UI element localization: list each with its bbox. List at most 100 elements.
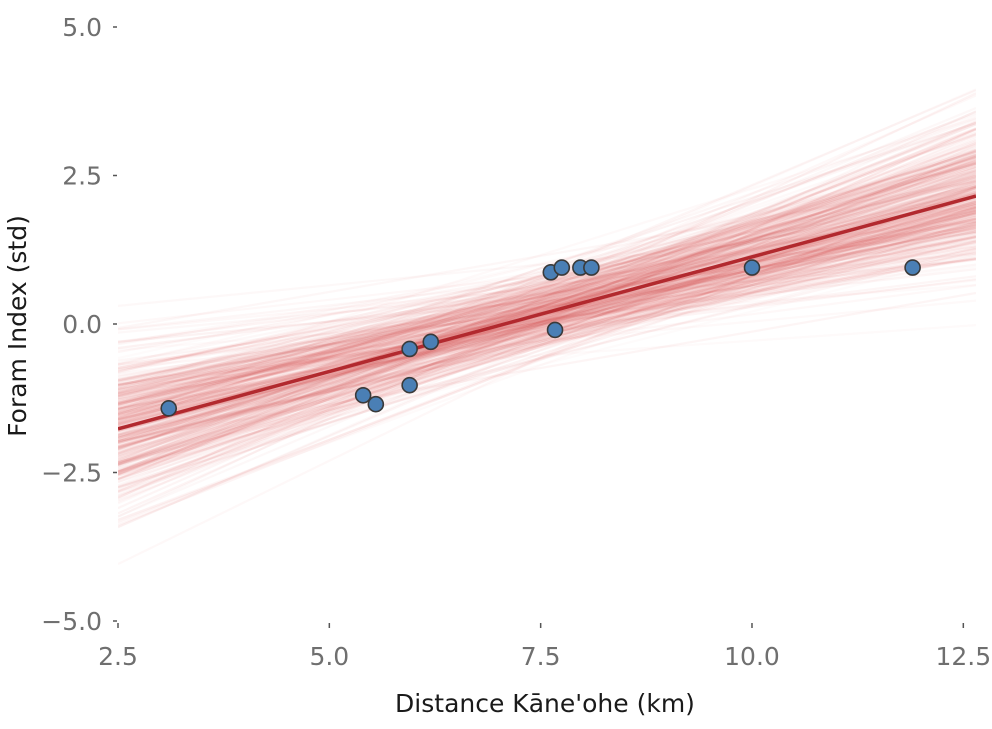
posterior-sample-line [118, 235, 976, 405]
posterior-sample-line [118, 204, 976, 401]
posterior-sample-line [118, 162, 976, 420]
posterior-sample-line [118, 200, 976, 420]
posterior-sample-line [118, 250, 976, 464]
posterior-sample-line [118, 167, 976, 414]
posterior-sample-line [118, 224, 976, 444]
posterior-sample-line [118, 171, 976, 443]
posterior-sample-line [118, 183, 976, 408]
posterior-sample-line [118, 192, 976, 405]
y-axis: 5.0 2.5 0.0 −2.5 −5.0 [41, 13, 117, 636]
posterior-sample-line [118, 221, 976, 448]
posterior-sample-line [118, 268, 976, 371]
data-point [367, 395, 385, 413]
posterior-sample-line [118, 257, 976, 385]
x-tick-label: 10.0 [724, 642, 780, 671]
posterior-sample-line [118, 165, 976, 445]
posterior-sample-line [118, 190, 976, 389]
posterior-sample-line [118, 159, 976, 451]
posterior-sample-line [118, 131, 976, 461]
y-tick-label: −5.0 [41, 607, 102, 636]
posterior-sample-line [118, 196, 976, 400]
mean-regression-layer [118, 194, 976, 431]
posterior-sample-line [118, 209, 976, 398]
posterior-sample-line [118, 215, 976, 421]
posterior-sample-line [118, 222, 976, 429]
posterior-sample-line [118, 203, 976, 408]
posterior-sample-line [118, 245, 976, 397]
data-point [546, 321, 564, 339]
posterior-sample-line [118, 209, 976, 441]
posterior-sample-line [118, 240, 976, 411]
posterior-lines [118, 89, 976, 529]
posterior-sample-line [118, 226, 976, 415]
posterior-sample-line [118, 107, 976, 463]
posterior-sample-line [118, 235, 976, 443]
posterior-sample-line [118, 210, 976, 431]
posterior-sample-line [118, 231, 976, 404]
posterior-sample-line [118, 224, 976, 370]
posterior-sample-line [118, 207, 976, 438]
x-tick-label: 5.0 [309, 642, 349, 671]
posterior-sample-line [118, 252, 976, 396]
posterior-sample-line [118, 226, 976, 403]
posterior-sample-line [118, 233, 976, 443]
posterior-sample-line [118, 209, 976, 477]
posterior-sample-line [118, 234, 976, 452]
posterior-sample-line [118, 183, 976, 396]
posterior-sample-line [118, 157, 976, 414]
x-tick-label: 12.5 [935, 642, 991, 671]
posterior-sample-line [118, 185, 976, 398]
posterior-sample-line [118, 138, 976, 459]
posterior-sample-line [118, 209, 976, 382]
posterior-sample-line [118, 185, 976, 425]
posterior-sample-line [118, 208, 976, 433]
posterior-sample-line [118, 184, 976, 394]
posterior-sample-line [118, 179, 976, 383]
data-point [583, 259, 600, 276]
posterior-sample-line [118, 240, 976, 437]
y-tick-label: −2.5 [41, 459, 102, 488]
posterior-sample-line [118, 127, 976, 480]
posterior-sample-line [118, 212, 976, 403]
posterior-sample-line [118, 228, 976, 444]
posterior-sample-line [118, 231, 976, 445]
x-axis: 2.5 5.0 7.5 10.0 12.5 [98, 623, 991, 671]
posterior-sample-line [118, 141, 976, 476]
posterior-sample-line [118, 128, 976, 510]
data-point [422, 333, 440, 351]
posterior-sample-line [118, 220, 976, 382]
posterior-sample-line [118, 239, 976, 444]
posterior-sample-line [118, 204, 976, 369]
posterior-sample-line [118, 180, 976, 330]
posterior-sample-line [118, 197, 976, 406]
data-point [160, 400, 178, 417]
posterior-sample-line [118, 278, 976, 387]
posterior-sample-line [118, 163, 976, 457]
posterior-sample-line [118, 133, 976, 452]
posterior-sample-line [118, 170, 976, 403]
data-point [743, 259, 761, 276]
posterior-sample-line [118, 246, 976, 470]
posterior-sample-line [118, 174, 976, 391]
posterior-sample-line [118, 258, 976, 343]
posterior-sample-line [118, 199, 976, 497]
posterior-sample-line [118, 200, 976, 392]
posterior-sample-line [118, 155, 976, 492]
posterior-sample-line [118, 175, 976, 418]
posterior-sample-line [118, 181, 976, 465]
posterior-sample-line [118, 222, 976, 387]
posterior-sample-line [118, 148, 976, 436]
posterior-sample-line [118, 187, 976, 429]
posterior-sample-line [118, 217, 976, 387]
posterior-sample-line [118, 221, 976, 449]
posterior-sample-line [118, 179, 976, 489]
posterior-sample-line [118, 212, 976, 388]
y-tick-label: 5.0 [62, 13, 102, 42]
posterior-sample-line [118, 230, 976, 416]
posterior-sample-line [118, 172, 976, 427]
posterior-sample-line [118, 120, 976, 481]
mean-regression-line [118, 194, 976, 431]
posterior-sample-line [118, 217, 976, 430]
posterior-sample-line [118, 224, 976, 421]
